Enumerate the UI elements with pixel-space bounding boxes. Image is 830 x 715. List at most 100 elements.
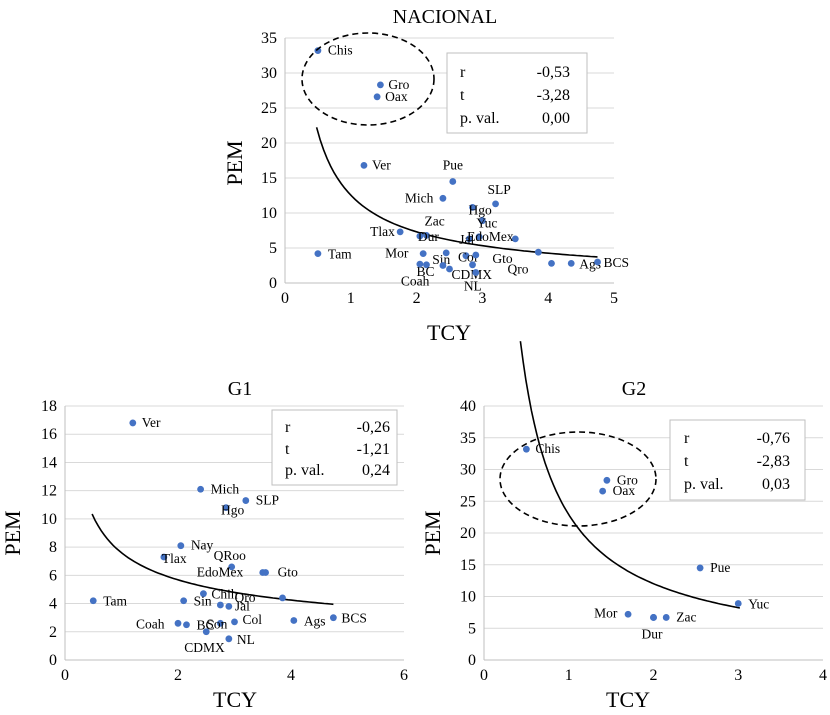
point-label: Col (458, 250, 478, 265)
chart-title: G2 (622, 378, 646, 400)
data-point (599, 487, 607, 495)
data-point (442, 249, 450, 257)
y-tick-label: 20 (460, 525, 476, 542)
y-tick-label: 15 (460, 557, 476, 574)
data-point (511, 235, 519, 243)
data-point (89, 597, 97, 605)
stat-p-value: 0,24 (362, 462, 390, 479)
y-tick-label: 30 (261, 65, 277, 82)
point-label: Pue (710, 560, 730, 575)
stat-p-label: p. val. (460, 110, 500, 127)
y-tick-label: 15 (261, 170, 277, 187)
data-point (624, 610, 632, 618)
y-tick-label: 6 (49, 567, 57, 584)
x-tick-label: 4 (544, 290, 552, 307)
y-tick-label: 14 (41, 454, 57, 471)
point-label: CDMX (184, 640, 225, 655)
data-point (197, 485, 205, 493)
x-axis-label: TCY (213, 687, 257, 712)
data-point (734, 600, 742, 607)
point-label: Zac (424, 213, 444, 228)
x-axis-label: TCY (606, 687, 650, 712)
point-label: Mich (211, 481, 240, 496)
data-point (314, 250, 322, 257)
y-tick-label: 40 (460, 398, 476, 415)
data-point (423, 232, 430, 239)
data-point (479, 217, 486, 225)
y-tick-label: 0 (49, 652, 57, 669)
point-label: Gto (278, 565, 299, 580)
y-tick-label: 30 (460, 462, 476, 479)
point-label: Jal (235, 598, 250, 613)
y-tick-label: 35 (261, 30, 277, 47)
point-label: Pue (443, 158, 463, 173)
data-point (329, 614, 337, 622)
data-point (373, 93, 381, 101)
data-point (472, 269, 480, 276)
y-tick-label: 35 (460, 430, 476, 447)
y-tick-label: 5 (468, 620, 476, 637)
y-tick-label: 16 (41, 426, 57, 443)
data-point (419, 250, 427, 257)
y-tick-label: 0 (468, 652, 476, 669)
point-label: CDMX (452, 267, 493, 282)
point-label: Coah (401, 274, 430, 289)
y-tick-label: 10 (261, 205, 277, 222)
point-label: EdoMex (467, 229, 514, 244)
point-label: Gto (492, 251, 512, 266)
x-tick-label: 6 (400, 667, 408, 684)
stat-r-label: r (684, 430, 690, 447)
x-tick-label: 2 (413, 290, 421, 307)
y-tick-label: 0 (269, 275, 277, 292)
data-point (475, 233, 483, 241)
data-point (416, 232, 424, 240)
y-tick-label: 25 (261, 100, 277, 117)
chart-nacional: NACIONAL PEM TCY 0 5 10 15 20 25 30 35 0 1 2 3 4 5 Chi… (222, 6, 629, 345)
trend-line (315, 127, 598, 258)
x-tick-label: 2 (650, 667, 658, 684)
data-point (160, 553, 168, 561)
point-label: Qro (235, 590, 256, 605)
data-point (231, 618, 238, 626)
data-point (462, 252, 470, 260)
data-point (469, 204, 476, 211)
point-label: Gro (617, 472, 638, 487)
data-point (594, 258, 601, 266)
data-point (180, 597, 188, 605)
data-point (650, 614, 657, 621)
y-axis-label: PEM (222, 140, 247, 185)
point-label: Oax (613, 483, 636, 498)
point-label: EdoMex (197, 565, 244, 580)
point-label: Chih (211, 587, 238, 602)
point-label: NL (237, 632, 255, 647)
data-point (216, 619, 224, 627)
x-tick-label: 4 (287, 667, 295, 684)
data-point (492, 200, 499, 208)
point-label: Oax (385, 89, 408, 104)
data-point (202, 628, 210, 636)
point-label: Tam (328, 247, 352, 262)
x-tick-label: 1 (565, 667, 573, 684)
data-point (314, 47, 322, 54)
data-point (360, 162, 368, 169)
stat-r-value: -0,26 (357, 419, 390, 436)
data-point (129, 419, 137, 427)
y-tick-label: 5 (269, 240, 277, 257)
point-label: Col (243, 612, 263, 627)
data-point (228, 563, 236, 571)
data-point (242, 497, 250, 504)
point-label: Gro (388, 77, 409, 92)
data-point (469, 261, 476, 269)
data-point (174, 619, 182, 627)
point-label: Coah (136, 616, 165, 631)
data-point (200, 590, 207, 598)
trend-line (519, 341, 741, 609)
point-label: Tlax (370, 224, 395, 239)
data-point (396, 228, 404, 236)
point-label: Chis (535, 441, 560, 456)
point-label: BCS (604, 255, 630, 270)
point-label: Ver (142, 415, 161, 430)
y-axis-label: PEM (420, 510, 445, 555)
